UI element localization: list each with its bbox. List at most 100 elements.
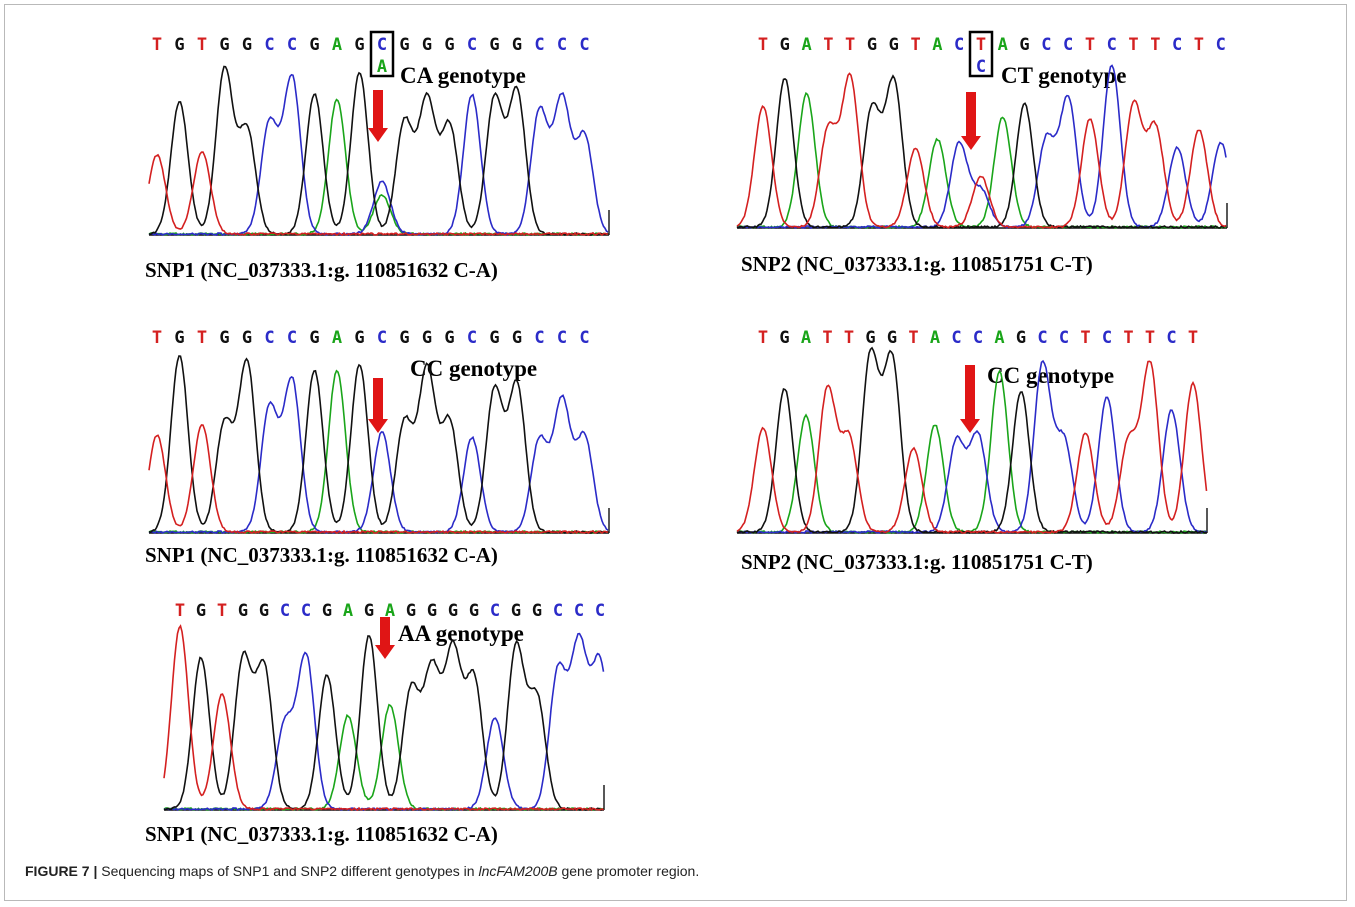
base-letter: T <box>908 328 919 348</box>
base-letter: G <box>447 601 459 621</box>
trace-baseline <box>164 785 605 811</box>
caption-gene-name: lncFAM200B <box>478 863 558 879</box>
trace-c <box>163 632 605 812</box>
chromatogram-trace <box>736 346 1208 535</box>
base-letter: T <box>843 328 855 348</box>
base-letter: C <box>1215 35 1226 55</box>
snp-arrow-icon <box>961 92 981 150</box>
base-letter: G <box>779 35 790 55</box>
base-letter: T <box>196 328 208 348</box>
trace-g <box>736 74 1227 230</box>
trace-c <box>736 64 1227 229</box>
base-letter: C <box>556 328 568 348</box>
base-letter: T <box>196 35 208 55</box>
base-letter: G <box>309 328 320 348</box>
trace-t <box>163 624 604 812</box>
base-letter: G <box>421 35 433 55</box>
base-letter: C <box>1041 35 1052 55</box>
base-letter: G <box>531 601 543 621</box>
base-letter: T <box>1144 328 1156 348</box>
base-letter: T <box>1080 328 1091 348</box>
base-letter: G <box>219 328 230 348</box>
trace-g <box>163 635 604 811</box>
base-letter: T <box>174 601 186 621</box>
base-letter: T <box>1187 328 1199 348</box>
base-letter: G <box>321 601 333 621</box>
base-letter: A <box>331 328 343 348</box>
base-letter: G <box>174 35 185 55</box>
base-letter: G <box>489 35 500 55</box>
base-letter: G <box>354 35 365 55</box>
base-letter: G <box>241 328 253 348</box>
genotype-label: CC genotype <box>987 363 1115 388</box>
base-letter: C <box>300 601 312 621</box>
caption-label: FIGURE 7 | <box>25 863 98 879</box>
snp-label: SNP1 (NC_037333.1:g. 110851632 C-A) <box>145 258 498 282</box>
base-letter: G <box>405 601 417 621</box>
base-letter: A <box>384 601 396 621</box>
base-letter: G <box>1015 328 1027 348</box>
base-letter: G <box>195 601 207 621</box>
base-letter: G <box>421 328 433 348</box>
base-letter: G <box>468 601 480 621</box>
base-letter: C <box>279 601 291 621</box>
base-letter: G <box>174 328 185 348</box>
base-letter: C <box>534 328 545 348</box>
trace-t <box>736 360 1208 534</box>
base-letter: C <box>552 601 564 621</box>
base-letter: G <box>888 35 899 55</box>
base-letter: G <box>489 328 500 348</box>
base-letter: T <box>822 328 833 348</box>
base-letter: G <box>511 35 523 55</box>
base-letter: C <box>1172 35 1183 55</box>
base-letter: T <box>910 35 921 55</box>
caption-text-before: Sequencing maps of SNP1 and SNP2 differe… <box>101 863 475 879</box>
base-letter: T <box>1123 328 1134 348</box>
base-letter: T <box>151 328 163 348</box>
base-letter: C <box>972 328 984 348</box>
snp-arrow-icon <box>368 90 388 142</box>
base-letter: G <box>363 601 375 621</box>
base-letter: G <box>510 601 522 621</box>
snp-highlight-box <box>369 30 395 78</box>
base-letter: C <box>264 35 275 55</box>
base-letter: C <box>1106 35 1117 55</box>
base-letter: T <box>1128 35 1139 55</box>
base-letter: G <box>865 328 876 348</box>
figure-caption: FIGURE 7 | Sequencing maps of SNP1 and S… <box>25 863 699 879</box>
base-letter: G <box>779 328 790 348</box>
base-letter: G <box>309 35 320 55</box>
trace-a <box>736 91 1227 230</box>
snp-label: SNP2 (NC_037333.1:g. 110851751 C-T) <box>741 252 1093 276</box>
base-letter: C <box>534 35 545 55</box>
base-letter: C <box>466 328 478 348</box>
base-letter: T <box>975 35 987 55</box>
base-letter: A <box>342 601 354 621</box>
base-letter: G <box>258 601 270 621</box>
base-letter: C <box>579 35 590 55</box>
caption-text-after: gene promoter region. <box>561 863 700 879</box>
base-letter: A <box>801 35 812 55</box>
base-letter: T <box>1193 35 1205 55</box>
base-letter: C <box>1037 328 1048 348</box>
base-letter: C <box>573 601 585 621</box>
base-letter: T <box>845 35 856 55</box>
base-letter: T <box>757 35 769 55</box>
base-letter: A <box>800 328 812 348</box>
trace-t <box>736 72 1227 229</box>
trace-g <box>148 65 609 236</box>
base-letter: C <box>1058 328 1070 348</box>
base-letter: C <box>466 35 478 55</box>
base-letter: G <box>1019 35 1030 55</box>
snp-label: SNP2 (NC_037333.1:g. 110851751 C-T) <box>741 550 1093 574</box>
base-letter: C <box>376 35 388 55</box>
base-letter: C <box>286 35 298 55</box>
trace-t <box>148 424 609 535</box>
